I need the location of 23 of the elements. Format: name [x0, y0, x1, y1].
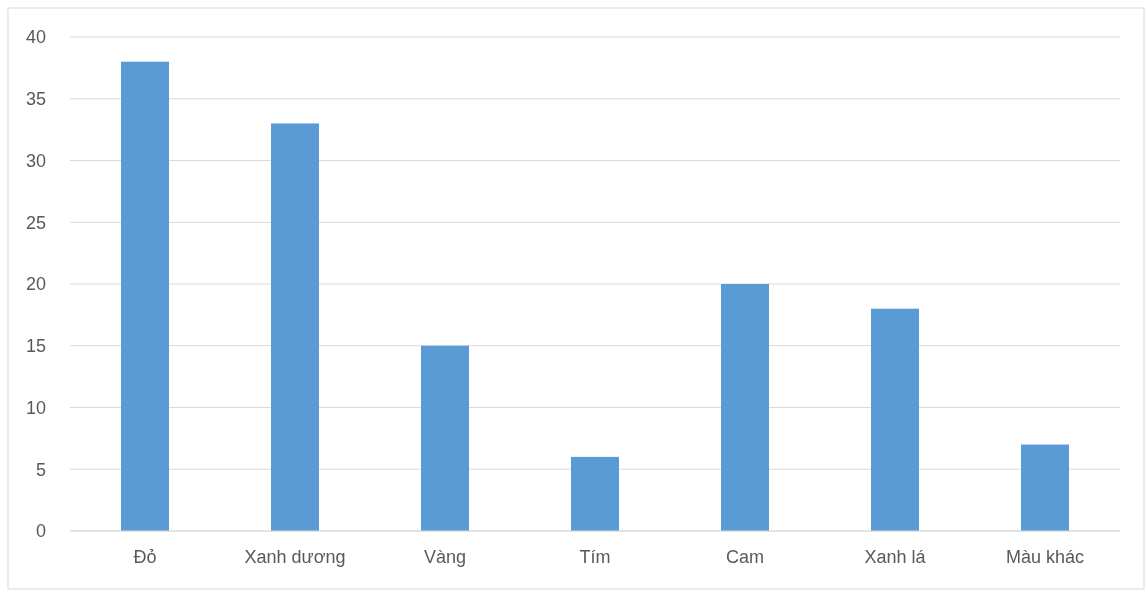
x-tick-label: Màu khác — [1005, 547, 1085, 567]
bar — [271, 123, 319, 531]
y-tick-label: 35 — [25, 89, 46, 110]
bar — [1021, 444, 1069, 531]
y-tick-label: 40 — [25, 27, 46, 48]
x-tick-label: Vàng — [423, 547, 467, 567]
x-tick-label: Cam — [725, 547, 765, 567]
y-tick-label: 20 — [25, 274, 46, 295]
bar — [421, 345, 469, 531]
bar — [721, 284, 769, 531]
y-tick-label: 25 — [25, 212, 46, 233]
y-tick-label: 0 — [35, 521, 46, 542]
bar — [121, 61, 169, 531]
y-tick-label: 10 — [25, 397, 46, 418]
x-tick-label: Xanh lá — [864, 547, 927, 567]
x-tick-label: Xanh dương — [244, 547, 346, 567]
x-tick-label: Tím — [579, 547, 611, 567]
bar — [871, 308, 919, 531]
x-tick-label: Đỏ — [133, 547, 157, 567]
y-tick-label: 30 — [25, 150, 46, 171]
bar — [571, 456, 619, 531]
y-tick-label: 5 — [35, 459, 46, 480]
y-tick-label: 15 — [25, 336, 46, 357]
